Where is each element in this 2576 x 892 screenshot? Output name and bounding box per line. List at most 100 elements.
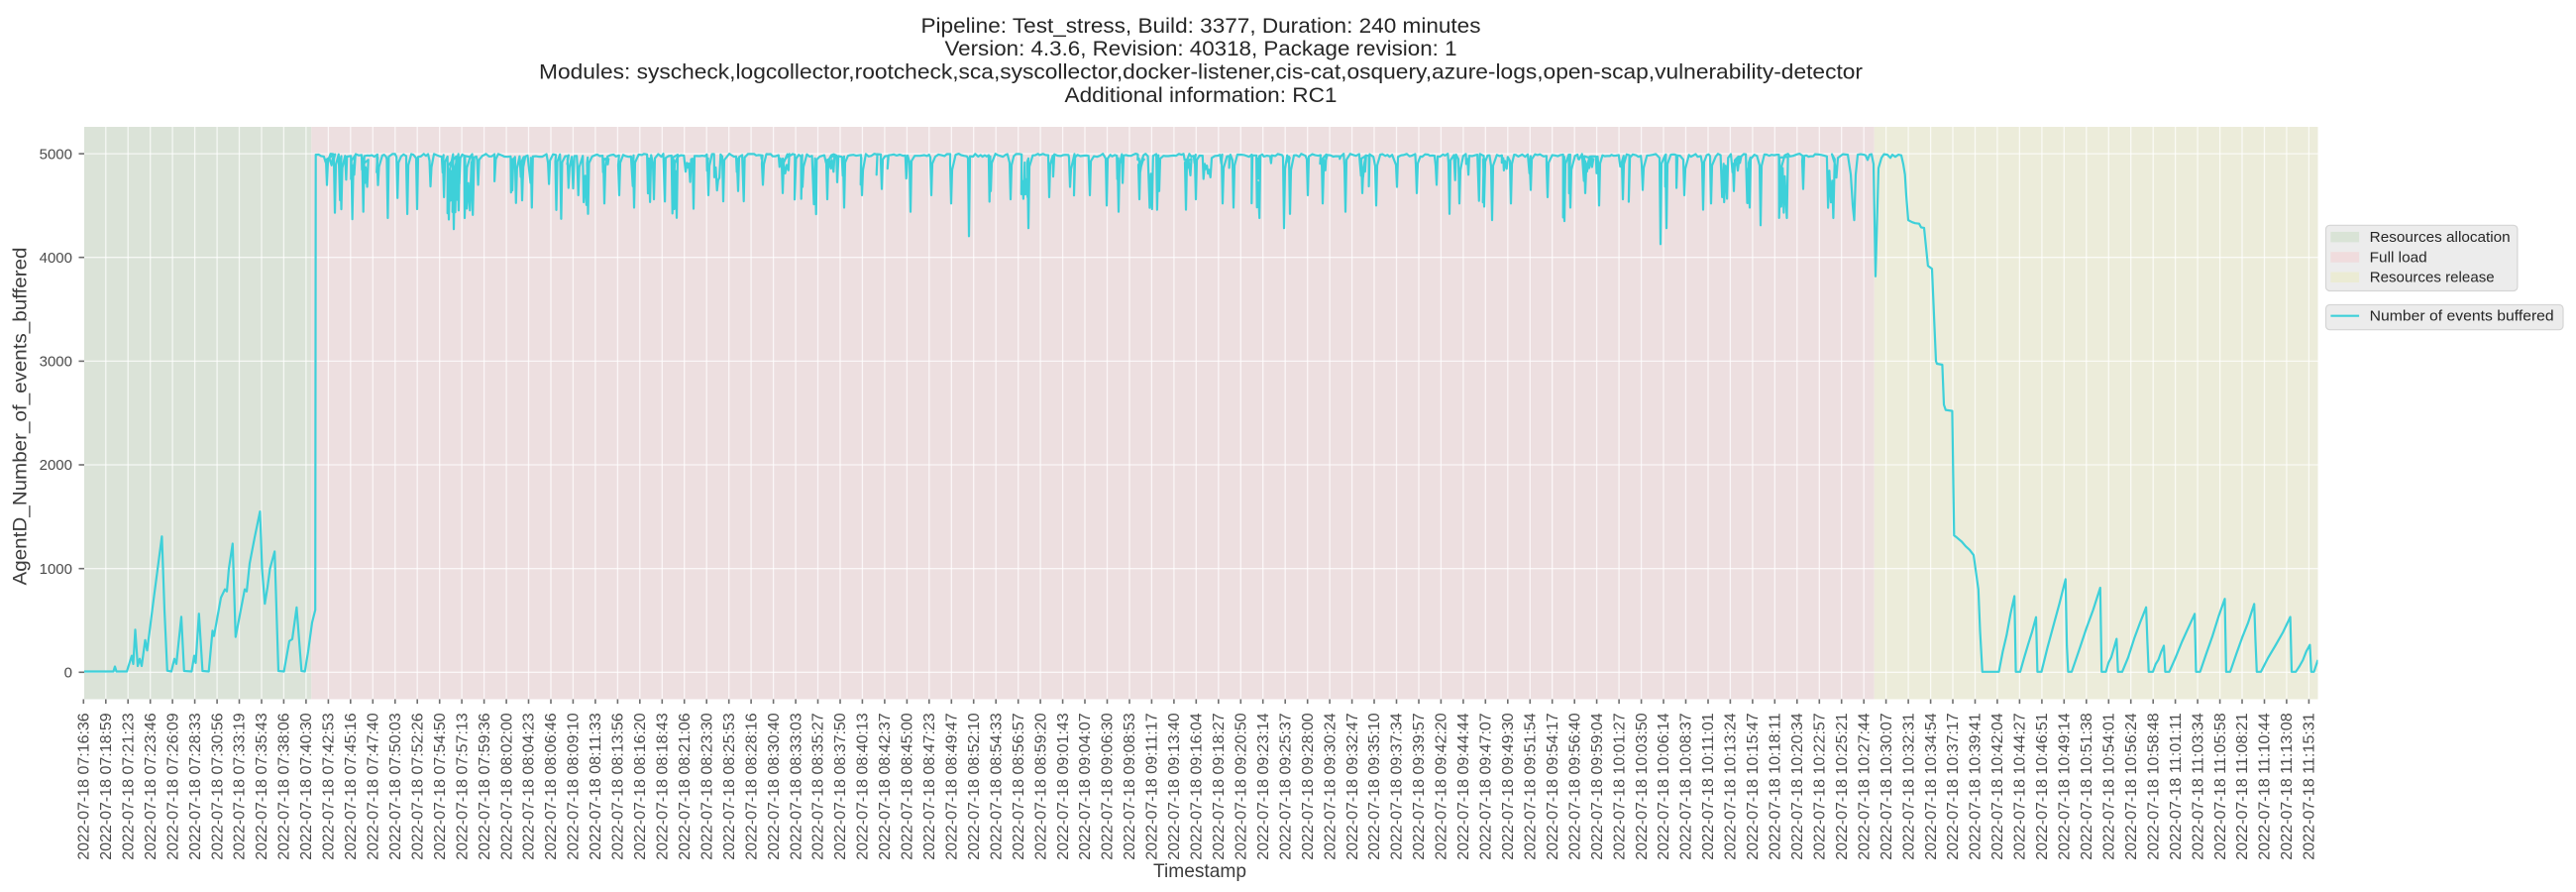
svg-text:Resources allocation: Resources allocation xyxy=(2370,229,2511,246)
svg-text:2022-07-18 07:35:43: 2022-07-18 07:35:43 xyxy=(254,713,270,860)
svg-text:2022-07-18 09:08:53: 2022-07-18 09:08:53 xyxy=(1122,713,1138,860)
svg-text:2022-07-18 10:37:17: 2022-07-18 10:37:17 xyxy=(1945,713,1962,860)
svg-text:Modules: syscheck,logcollector: Modules: syscheck,logcollector,rootcheck… xyxy=(539,61,1863,84)
svg-text:4000: 4000 xyxy=(40,250,72,267)
svg-text:2022-07-18 10:42:04: 2022-07-18 10:42:04 xyxy=(1989,713,2006,860)
svg-text:2022-07-18 09:56:40: 2022-07-18 09:56:40 xyxy=(1566,713,1583,860)
svg-text:2022-07-18 08:52:10: 2022-07-18 08:52:10 xyxy=(966,713,983,860)
svg-text:2022-07-18 10:20:34: 2022-07-18 10:20:34 xyxy=(1789,713,1806,860)
svg-text:2022-07-18 09:25:37: 2022-07-18 09:25:37 xyxy=(1277,713,1294,860)
svg-text:2022-07-18 10:06:14: 2022-07-18 10:06:14 xyxy=(1656,713,1672,860)
svg-text:2022-07-18 09:23:14: 2022-07-18 09:23:14 xyxy=(1255,713,1272,860)
svg-text:2022-07-18 10:39:41: 2022-07-18 10:39:41 xyxy=(1968,713,1985,860)
svg-text:2022-07-18 08:49:47: 2022-07-18 08:49:47 xyxy=(944,713,961,860)
svg-text:Pipeline: Test_stress, Build:: Pipeline: Test_stress, Build: 3377, Dura… xyxy=(921,15,1481,38)
svg-text:2022-07-18 07:30:56: 2022-07-18 07:30:56 xyxy=(209,713,226,860)
svg-text:2022-07-18 10:51:38: 2022-07-18 10:51:38 xyxy=(2079,713,2095,860)
svg-text:AgentD_Number_of_events_buffer: AgentD_Number_of_events_buffered xyxy=(10,248,32,586)
svg-text:2022-07-18 08:33:03: 2022-07-18 08:33:03 xyxy=(788,713,805,860)
svg-text:2022-07-18 08:06:46: 2022-07-18 08:06:46 xyxy=(543,713,560,860)
svg-text:2022-07-18 11:08:21: 2022-07-18 11:08:21 xyxy=(2234,713,2251,860)
svg-text:2022-07-18 10:30:07: 2022-07-18 10:30:07 xyxy=(1878,713,1895,860)
svg-text:Timestamp: Timestamp xyxy=(1153,860,1246,882)
svg-text:2022-07-18 08:40:13: 2022-07-18 08:40:13 xyxy=(855,713,872,860)
svg-text:Additional information: RC1: Additional information: RC1 xyxy=(1065,84,1338,107)
svg-text:2022-07-18 10:58:48: 2022-07-18 10:58:48 xyxy=(2145,713,2162,860)
svg-text:2022-07-18 08:56:57: 2022-07-18 08:56:57 xyxy=(1011,713,1027,860)
svg-text:2022-07-18 10:44:27: 2022-07-18 10:44:27 xyxy=(2012,713,2029,860)
svg-text:2022-07-18 10:27:44: 2022-07-18 10:27:44 xyxy=(1856,713,1873,860)
svg-text:2022-07-18 09:11:17: 2022-07-18 09:11:17 xyxy=(1144,713,1161,860)
svg-text:2022-07-18 07:57:13: 2022-07-18 07:57:13 xyxy=(454,713,471,860)
svg-text:2022-07-18 11:15:31: 2022-07-18 11:15:31 xyxy=(2302,713,2318,860)
svg-text:2022-07-18 11:05:58: 2022-07-18 11:05:58 xyxy=(2212,713,2229,860)
svg-text:2022-07-18 09:30:24: 2022-07-18 09:30:24 xyxy=(1322,713,1339,860)
svg-text:0: 0 xyxy=(64,665,72,682)
svg-text:2022-07-18 08:59:20: 2022-07-18 08:59:20 xyxy=(1032,713,1049,860)
svg-text:2022-07-18 08:16:20: 2022-07-18 08:16:20 xyxy=(632,713,649,860)
svg-text:2022-07-18 11:03:34: 2022-07-18 11:03:34 xyxy=(2190,713,2206,860)
svg-text:2022-07-18 09:04:07: 2022-07-18 09:04:07 xyxy=(1077,713,1094,860)
svg-text:2022-07-18 09:51:54: 2022-07-18 09:51:54 xyxy=(1523,713,1540,860)
svg-text:2022-07-18 10:11:01: 2022-07-18 10:11:01 xyxy=(1700,713,1717,860)
svg-text:2022-07-18 07:16:36: 2022-07-18 07:16:36 xyxy=(76,713,93,860)
svg-text:2022-07-18 09:16:04: 2022-07-18 09:16:04 xyxy=(1189,713,1206,860)
svg-text:2022-07-18 09:44:44: 2022-07-18 09:44:44 xyxy=(1455,713,1472,860)
svg-text:2022-07-18 08:09:10: 2022-07-18 08:09:10 xyxy=(566,713,583,860)
svg-text:2022-07-18 09:37:34: 2022-07-18 09:37:34 xyxy=(1389,713,1406,860)
svg-text:2022-07-18 10:32:31: 2022-07-18 10:32:31 xyxy=(1900,713,1917,860)
svg-text:2022-07-18 09:39:57: 2022-07-18 09:39:57 xyxy=(1411,713,1428,860)
svg-text:2022-07-18 11:01:11: 2022-07-18 11:01:11 xyxy=(2168,713,2185,860)
svg-text:2022-07-18 07:26:09: 2022-07-18 07:26:09 xyxy=(164,713,181,860)
svg-text:2022-07-18 07:47:40: 2022-07-18 07:47:40 xyxy=(366,713,382,860)
svg-text:2022-07-18 09:32:47: 2022-07-18 09:32:47 xyxy=(1344,713,1361,860)
svg-text:2022-07-18 07:38:06: 2022-07-18 07:38:06 xyxy=(276,713,293,860)
svg-text:2022-07-18 07:50:03: 2022-07-18 07:50:03 xyxy=(387,713,404,860)
svg-text:2022-07-18 08:45:00: 2022-07-18 08:45:00 xyxy=(900,713,916,860)
svg-text:2022-07-18 10:13:24: 2022-07-18 10:13:24 xyxy=(1723,713,1740,860)
svg-text:5000: 5000 xyxy=(40,146,72,163)
svg-text:2022-07-18 08:35:27: 2022-07-18 08:35:27 xyxy=(810,713,827,860)
svg-text:2022-07-18 09:49:30: 2022-07-18 09:49:30 xyxy=(1500,713,1517,860)
svg-text:2022-07-18 10:01:27: 2022-07-18 10:01:27 xyxy=(1611,713,1628,860)
svg-text:2022-07-18 07:52:26: 2022-07-18 07:52:26 xyxy=(409,713,426,860)
svg-text:2022-07-18 09:18:27: 2022-07-18 09:18:27 xyxy=(1211,713,1228,860)
svg-text:2022-07-18 08:02:00: 2022-07-18 08:02:00 xyxy=(498,713,515,860)
svg-text:1000: 1000 xyxy=(40,561,72,578)
svg-text:2022-07-18 07:42:53: 2022-07-18 07:42:53 xyxy=(321,713,338,860)
svg-text:Number of events buffered: Number of events buffered xyxy=(2370,308,2554,325)
svg-text:2022-07-18 08:28:16: 2022-07-18 08:28:16 xyxy=(743,713,760,860)
svg-text:3000: 3000 xyxy=(40,354,72,371)
svg-text:2022-07-18 07:40:30: 2022-07-18 07:40:30 xyxy=(298,713,315,860)
svg-text:2000: 2000 xyxy=(40,457,72,474)
svg-text:2022-07-18 08:30:40: 2022-07-18 08:30:40 xyxy=(766,713,783,860)
svg-text:2022-07-18 09:35:10: 2022-07-18 09:35:10 xyxy=(1366,713,1383,860)
svg-text:2022-07-18 09:28:00: 2022-07-18 09:28:00 xyxy=(1300,713,1317,860)
svg-text:2022-07-18 07:23:46: 2022-07-18 07:23:46 xyxy=(143,713,160,860)
svg-text:2022-07-18 09:01:43: 2022-07-18 09:01:43 xyxy=(1055,713,1072,860)
svg-text:2022-07-18 08:37:50: 2022-07-18 08:37:50 xyxy=(832,713,849,860)
svg-text:2022-07-18 10:03:50: 2022-07-18 10:03:50 xyxy=(1634,713,1651,860)
svg-text:2022-07-18 07:21:23: 2022-07-18 07:21:23 xyxy=(120,713,137,860)
svg-text:2022-07-18 08:18:43: 2022-07-18 08:18:43 xyxy=(655,713,672,860)
svg-text:2022-07-18 08:11:33: 2022-07-18 08:11:33 xyxy=(588,713,604,860)
svg-text:2022-07-18 09:47:07: 2022-07-18 09:47:07 xyxy=(1478,713,1495,860)
svg-text:2022-07-18 08:23:30: 2022-07-18 08:23:30 xyxy=(698,713,715,860)
svg-text:Full load: Full load xyxy=(2370,249,2427,266)
svg-text:2022-07-18 07:28:33: 2022-07-18 07:28:33 xyxy=(187,713,204,860)
svg-text:2022-07-18 10:18:11: 2022-07-18 10:18:11 xyxy=(1768,713,1784,860)
svg-text:2022-07-18 08:54:33: 2022-07-18 08:54:33 xyxy=(988,713,1005,860)
svg-text:2022-07-18 07:59:36: 2022-07-18 07:59:36 xyxy=(477,713,493,860)
svg-text:Resources release: Resources release xyxy=(2370,270,2495,286)
svg-text:2022-07-18 09:20:50: 2022-07-18 09:20:50 xyxy=(1234,713,1250,860)
svg-text:2022-07-18 10:22:57: 2022-07-18 10:22:57 xyxy=(1812,713,1829,860)
svg-text:2022-07-18 07:54:50: 2022-07-18 07:54:50 xyxy=(432,713,449,860)
svg-text:2022-07-18 10:08:37: 2022-07-18 10:08:37 xyxy=(1678,713,1695,860)
svg-text:2022-07-18 08:21:06: 2022-07-18 08:21:06 xyxy=(677,713,694,860)
svg-text:2022-07-18 09:13:40: 2022-07-18 09:13:40 xyxy=(1166,713,1183,860)
svg-text:2022-07-18 08:13:56: 2022-07-18 08:13:56 xyxy=(610,713,627,860)
svg-text:2022-07-18 10:15:47: 2022-07-18 10:15:47 xyxy=(1745,713,1762,860)
svg-text:2022-07-18 11:10:44: 2022-07-18 11:10:44 xyxy=(2257,713,2274,860)
svg-text:2022-07-18 10:56:24: 2022-07-18 10:56:24 xyxy=(2123,713,2140,860)
svg-text:Version: 4.3.6, Revision: 4031: Version: 4.3.6, Revision: 40318, Package… xyxy=(945,38,1457,60)
